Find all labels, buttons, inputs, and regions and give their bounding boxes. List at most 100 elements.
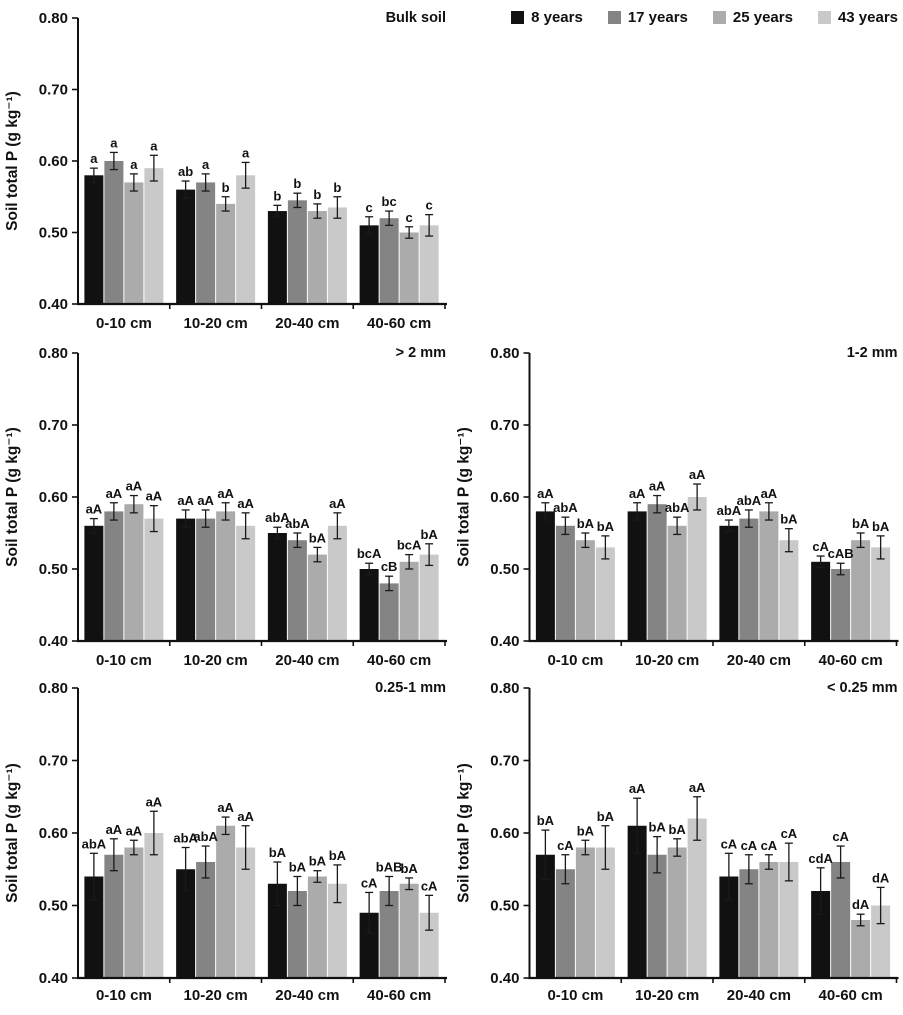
error-bar-43-years-20-40-cm bbox=[784, 528, 793, 553]
error-bar-17-years-20-40-cm bbox=[293, 875, 302, 907]
error-bar-17-years-0-10-cm bbox=[109, 151, 118, 171]
bar-17-years-10-20-cm bbox=[647, 854, 667, 978]
bar-17-years-0-10-cm bbox=[555, 869, 575, 978]
sig-label: aA bbox=[197, 493, 214, 508]
bar-17-years-20-40-cm bbox=[287, 540, 307, 641]
legend-swatch-43-years bbox=[817, 11, 831, 24]
bar-8-years-20-40-cm bbox=[267, 883, 287, 978]
sig-label: aA bbox=[146, 794, 163, 809]
error-bar-17-years-20-40-cm bbox=[744, 854, 753, 885]
error-bar-43-years-0-10-cm bbox=[149, 154, 158, 182]
error-bar-25-years-10-20-cm bbox=[673, 838, 682, 857]
bar-25-years-0-10-cm bbox=[575, 847, 595, 978]
sig-label: aA bbox=[329, 496, 346, 511]
error-bar-8-years-10-20-cm bbox=[181, 509, 190, 528]
bar-17-years-20-40-cm bbox=[287, 891, 307, 978]
y-tick-label: 0.70 bbox=[39, 82, 68, 99]
bar-25-years-40-60-cm bbox=[399, 561, 419, 641]
sig-label: abA bbox=[717, 503, 742, 518]
x-category-label: 40-60 cm bbox=[819, 987, 883, 1004]
y-tick-label: 0.80 bbox=[490, 680, 519, 697]
sig-label: abA bbox=[285, 516, 310, 531]
error-bar-43-years-10-20-cm bbox=[241, 161, 250, 189]
sig-label: dA bbox=[852, 897, 870, 912]
sig-label: c bbox=[366, 200, 373, 215]
panel-title: 1-2 mm bbox=[847, 345, 898, 361]
bar-25-years-0-10-cm bbox=[575, 540, 595, 641]
sig-label: aA bbox=[177, 493, 194, 508]
bar-17-years-10-20-cm bbox=[196, 518, 216, 641]
error-bar-8-years-20-40-cm bbox=[724, 519, 733, 533]
bar-17-years-0-10-cm bbox=[104, 511, 124, 641]
error-bar-43-years-40-60-cm bbox=[425, 543, 434, 567]
sig-label: bA bbox=[597, 519, 615, 534]
error-bar-17-years-0-10-cm bbox=[561, 854, 570, 885]
bar-17-years-0-10-cm bbox=[104, 161, 124, 304]
bar-8-years-0-10-cm bbox=[84, 876, 104, 978]
bar-17-years-40-60-cm bbox=[379, 891, 399, 978]
sig-label: a bbox=[90, 151, 98, 166]
bar-17-years-40-60-cm bbox=[831, 569, 851, 641]
sig-label: a bbox=[202, 157, 210, 172]
sig-label: aA bbox=[217, 800, 234, 815]
error-bar-43-years-0-10-cm bbox=[149, 810, 158, 856]
legend-label: 43 years bbox=[837, 9, 898, 26]
sig-label: b bbox=[273, 188, 281, 203]
sig-label: dA bbox=[872, 870, 890, 885]
bar-25-years-40-60-cm bbox=[851, 540, 871, 641]
bar-25-years-10-20-cm bbox=[216, 203, 236, 304]
sig-label: abA bbox=[265, 510, 290, 525]
bar-43-years-0-10-cm bbox=[144, 833, 164, 978]
error-bar-8-years-20-40-cm bbox=[273, 861, 282, 907]
bar-25-years-10-20-cm bbox=[667, 847, 687, 978]
error-bar-8-years-0-10-cm bbox=[89, 852, 98, 901]
error-bar-43-years-10-20-cm bbox=[241, 512, 250, 540]
error-bar-8-years-0-10-cm bbox=[541, 502, 550, 521]
sig-label: b bbox=[293, 176, 301, 191]
sig-label: cB bbox=[381, 559, 398, 574]
bar-17-years-20-40-cm bbox=[739, 518, 759, 641]
bar-43-years-40-60-cm bbox=[419, 554, 439, 641]
error-bar-25-years-20-40-cm bbox=[313, 870, 322, 883]
error-bar-17-years-10-20-cm bbox=[201, 173, 210, 192]
sig-label: aA bbox=[237, 809, 254, 824]
panel-title: Bulk soil bbox=[386, 10, 446, 26]
error-bar-25-years-40-60-cm bbox=[405, 877, 414, 891]
sig-label: aA bbox=[689, 467, 706, 482]
sig-label: bA bbox=[269, 845, 287, 860]
error-bar-8-years-0-10-cm bbox=[89, 167, 98, 184]
sig-label: aA bbox=[649, 479, 666, 494]
error-bar-8-years-40-60-cm bbox=[365, 216, 374, 235]
error-bar-43-years-10-20-cm bbox=[693, 796, 702, 841]
bar-8-years-0-10-cm bbox=[84, 525, 104, 641]
error-bar-43-years-10-20-cm bbox=[693, 483, 702, 511]
sig-label: cA bbox=[741, 838, 758, 853]
y-tick-label: 0.80 bbox=[39, 680, 68, 697]
legend-swatch-17-years bbox=[607, 11, 621, 24]
sig-label: cA bbox=[812, 539, 829, 554]
bar-25-years-0-10-cm bbox=[124, 182, 144, 304]
error-bar-25-years-0-10-cm bbox=[129, 494, 138, 514]
error-bar-17-years-10-20-cm bbox=[653, 494, 662, 514]
y-tick-label: 0.50 bbox=[490, 561, 519, 578]
sig-label: abA bbox=[553, 500, 578, 515]
y-tick-label: 0.40 bbox=[39, 296, 68, 313]
bar-8-years-40-60-cm bbox=[359, 225, 379, 304]
y-axis-title: Soil total P (g kg⁻¹) bbox=[4, 763, 21, 903]
error-bar-17-years-40-60-cm bbox=[385, 875, 394, 907]
error-bar-8-years-10-20-cm bbox=[633, 797, 642, 854]
error-bar-8-years-40-60-cm bbox=[816, 867, 825, 915]
error-bar-43-years-40-60-cm bbox=[876, 535, 885, 560]
panel-title: 0.25-1 mm bbox=[375, 680, 446, 696]
error-bar-17-years-20-40-cm bbox=[293, 192, 302, 209]
x-category-label: 20-40 cm bbox=[727, 652, 791, 669]
error-bar-43-years-0-10-cm bbox=[601, 825, 610, 870]
y-axis-title: Soil total P (g kg⁻¹) bbox=[456, 427, 473, 567]
sig-label: cA bbox=[557, 838, 574, 853]
x-category-label: 10-20 cm bbox=[184, 987, 248, 1004]
x-category-label: 20-40 cm bbox=[275, 315, 339, 332]
sig-label: bc bbox=[382, 194, 397, 209]
error-bar-25-years-20-40-cm bbox=[313, 546, 322, 563]
